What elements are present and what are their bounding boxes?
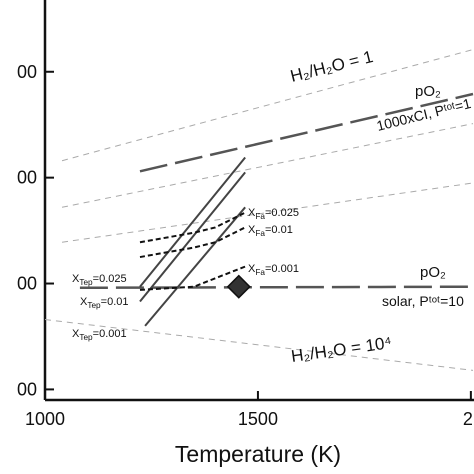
annotation: XFa=0.025 xyxy=(248,207,299,221)
annotation-text: H₂/H₂O = 10⁴ xyxy=(290,333,393,366)
annotation-text: 1000xCI, Pᵗᵒᵗ=1 xyxy=(375,95,473,134)
annotation-text: X xyxy=(248,263,256,275)
annotation-tail: =0.025 xyxy=(265,207,299,219)
y-tick-label: 00 xyxy=(17,62,37,82)
series-line xyxy=(44,319,474,371)
x-tick-label: 2 xyxy=(463,409,473,429)
series-line xyxy=(139,226,246,259)
series-line xyxy=(61,49,474,162)
x-tick-label: 1000 xyxy=(25,409,65,429)
series-line xyxy=(144,206,246,327)
annotation-sub: Tep xyxy=(87,301,101,310)
annotation-text: X xyxy=(80,296,88,308)
series-line xyxy=(61,123,474,208)
annotation-sub: Fa xyxy=(255,229,265,238)
annotation: H₂/H₂O = 10⁴ xyxy=(290,333,393,366)
annotation: XTep=0.001 xyxy=(72,328,127,342)
series-line xyxy=(61,182,474,243)
annotation: solar, Pᵗᵒᵗ=10 xyxy=(382,293,464,309)
annotation-text: X xyxy=(72,273,80,285)
annotation-sub: Tep xyxy=(79,333,93,342)
x-tick-label: 1500 xyxy=(238,409,278,429)
annotation: XFa=0.001 xyxy=(248,263,299,277)
annotation: pO₂ xyxy=(420,264,446,281)
annotation: XFa=0.01 xyxy=(248,224,293,238)
annotation: XTep=0.01 xyxy=(80,296,129,310)
series-line xyxy=(139,156,246,288)
annotation-tail: =0.001 xyxy=(265,263,299,275)
annotation-text: pO₂ xyxy=(415,83,441,100)
x-axis-label: Temperature (K) xyxy=(175,441,341,467)
annotation-text: X xyxy=(72,328,80,340)
annotation-sub: Fa xyxy=(255,268,265,277)
series-line xyxy=(139,171,246,303)
y-tick-label: 00 xyxy=(17,168,37,188)
annotation-tail: =0.01 xyxy=(265,224,293,236)
annotation-sub: Tep xyxy=(79,278,93,287)
y-tick-label: 00 xyxy=(17,274,37,294)
annotation-tail: =0.025 xyxy=(93,273,127,285)
annotation: pO₂ xyxy=(415,83,441,100)
annotation-text: pO₂ xyxy=(420,264,446,281)
series-line xyxy=(139,265,246,291)
series-line xyxy=(139,211,246,244)
marker xyxy=(226,274,251,299)
annotation-sub: Fa xyxy=(255,212,265,221)
y-tick-label: 00 xyxy=(17,379,37,399)
series-line xyxy=(79,285,474,290)
annotation-tail: =0.001 xyxy=(93,328,127,340)
annotation-tail: =0.01 xyxy=(101,296,129,308)
annotation-text: solar, Pᵗᵒᵗ=10 xyxy=(382,293,464,309)
annotation: XTep=0.025 xyxy=(72,273,127,287)
annotation-text: X xyxy=(248,224,256,236)
series-line xyxy=(139,92,474,173)
annotation-text: X xyxy=(248,207,256,219)
annotation: 1000xCI, Pᵗᵒᵗ=1 xyxy=(375,95,473,134)
